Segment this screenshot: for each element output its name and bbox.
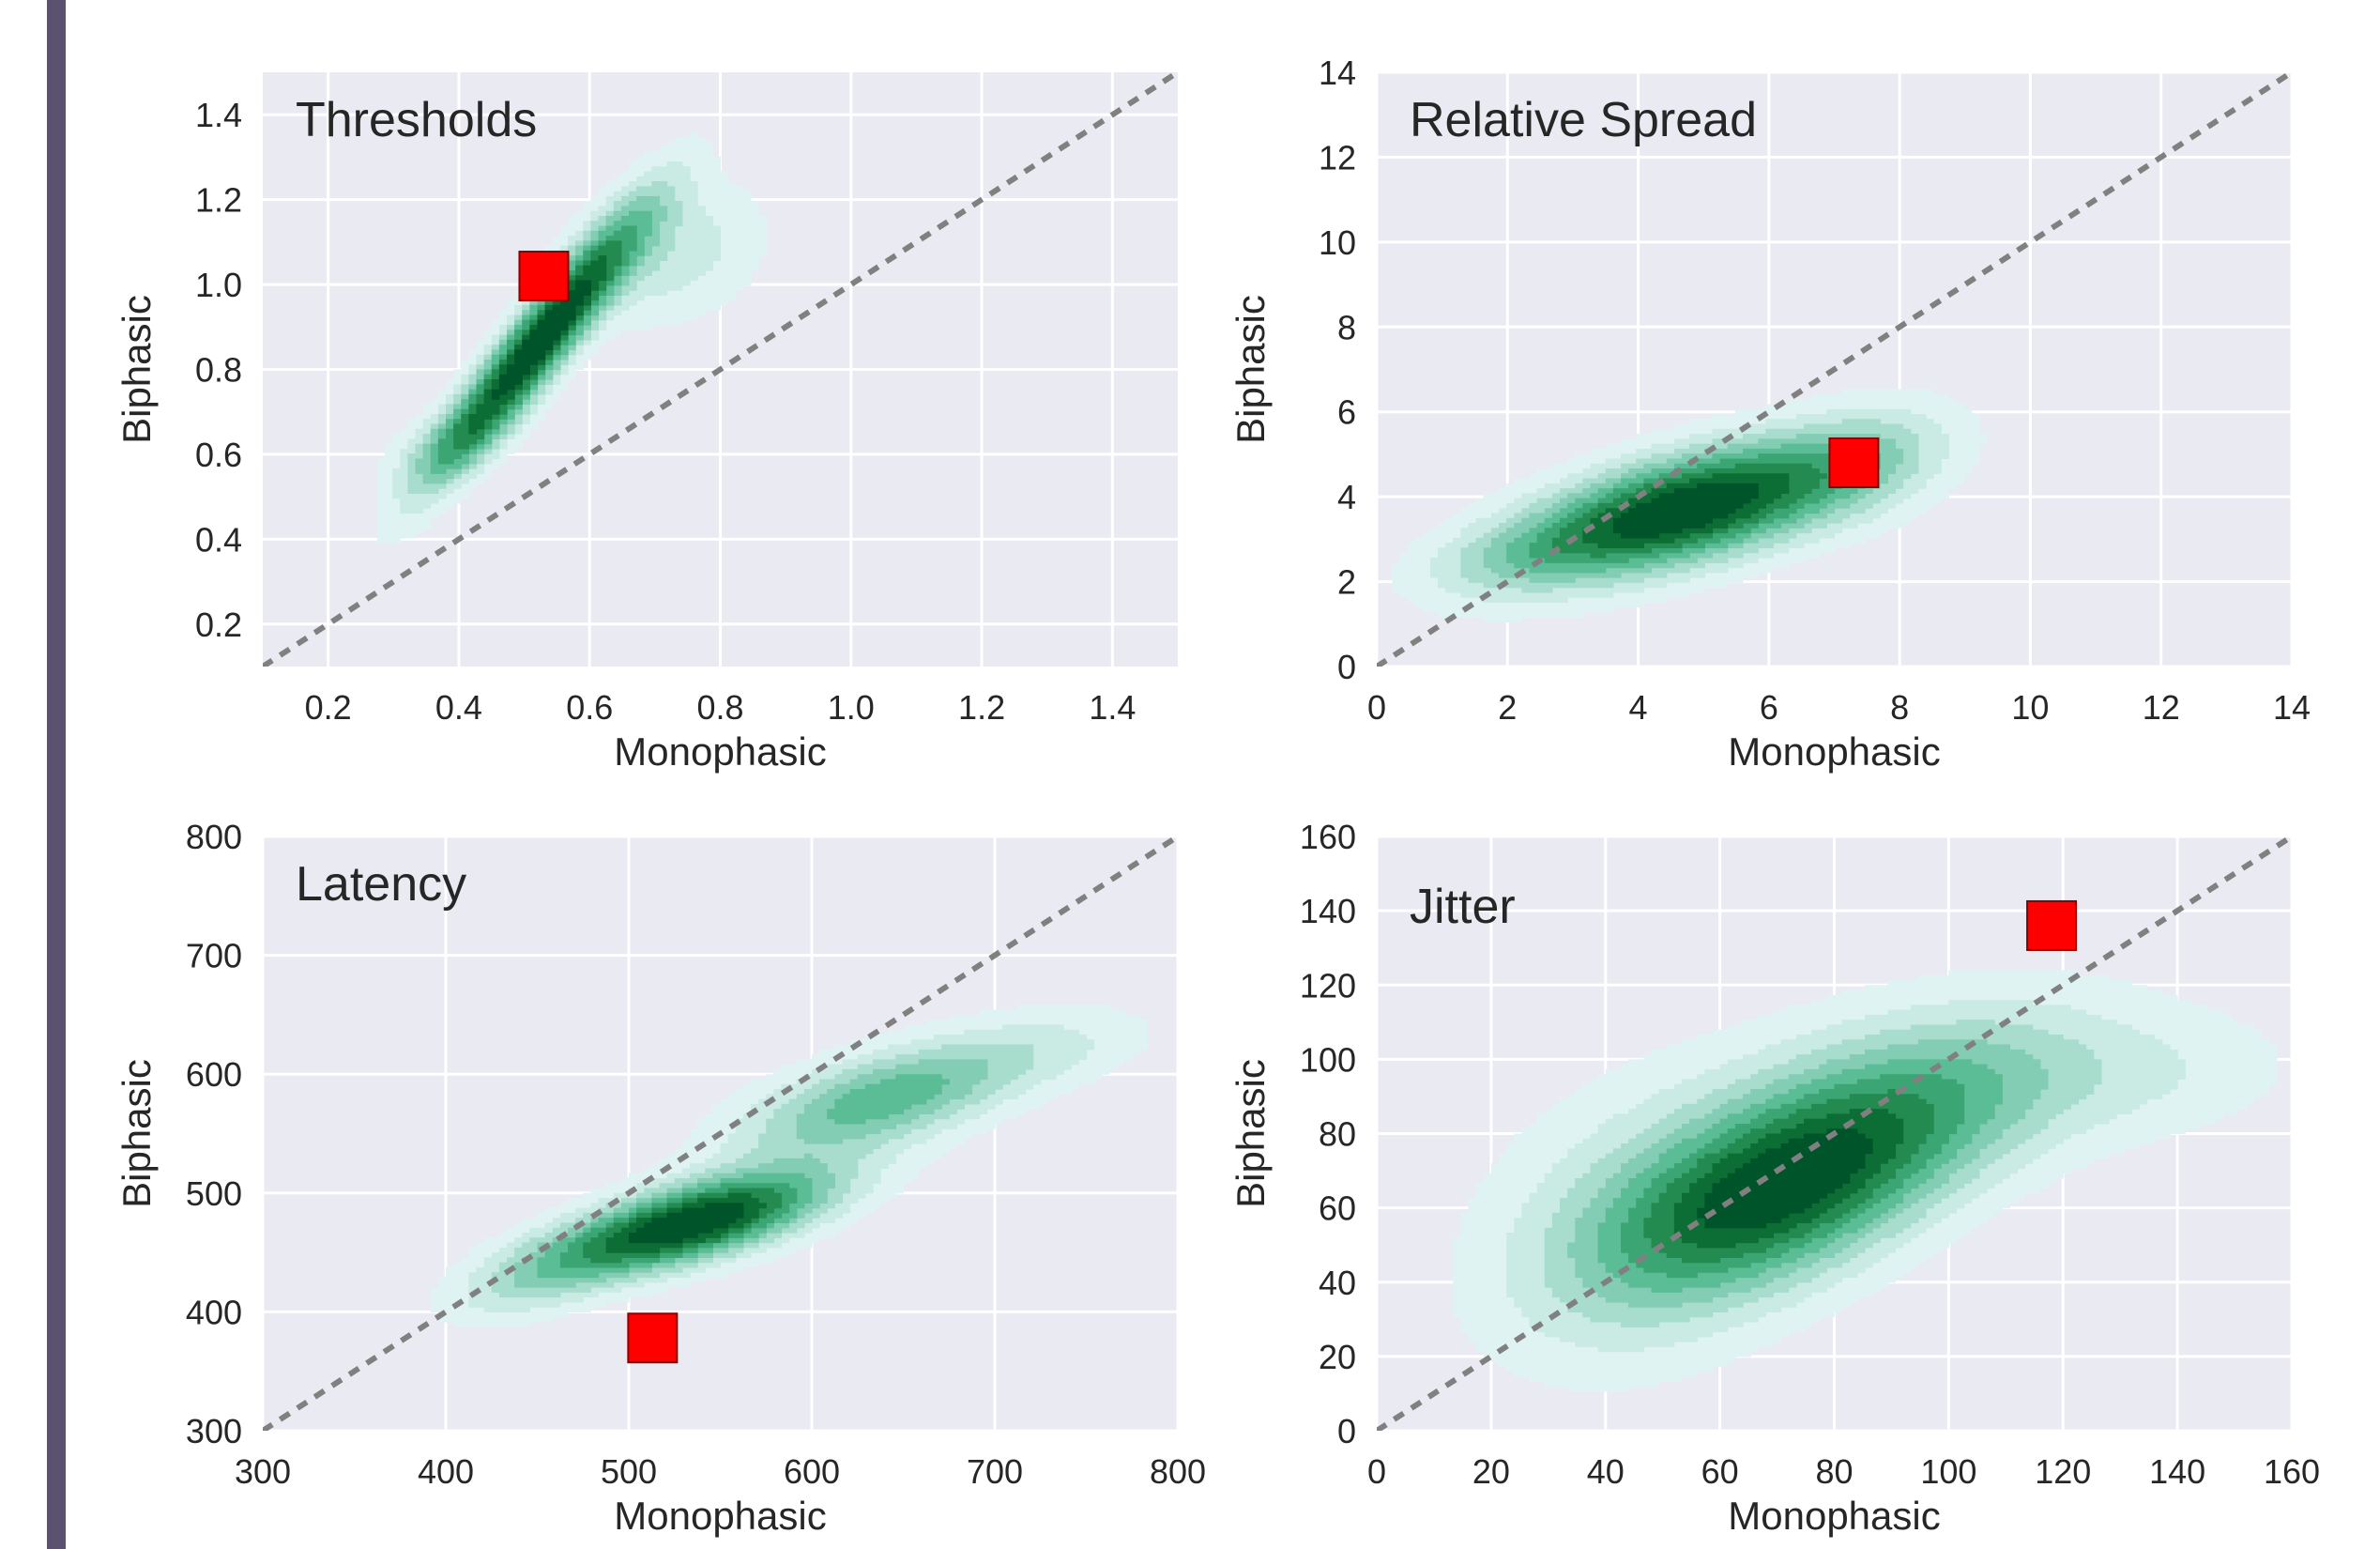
marker-square: [627, 1312, 679, 1364]
y-tick-label: 14: [1319, 54, 1356, 92]
x-tick-label: 1.0: [828, 688, 875, 727]
x-axis-label: Monophasic: [614, 729, 826, 774]
x-tick-label: 20: [1472, 1452, 1510, 1491]
y-tick-label: 500: [186, 1174, 242, 1213]
panel-title: Jitter: [1410, 880, 1516, 934]
y-tick-label: 120: [1300, 966, 1356, 1005]
x-tick-label: 14: [2273, 688, 2311, 727]
x-tick-label: 0: [1367, 688, 1386, 727]
x-tick-label: 0: [1367, 1452, 1386, 1491]
x-tick-label: 0.6: [566, 688, 613, 727]
identity-line: [1377, 72, 2292, 667]
y-tick-label: 0.8: [195, 351, 242, 390]
x-tick-label: 700: [967, 1452, 1023, 1491]
y-tick-label: 800: [186, 818, 242, 856]
panel-relative-spread: 0 2 4 6 8 10 12 14 0 2 4 6 8 10 12 14 Monophasic Biphasic…: [1228, 54, 2311, 774]
y-tick-label: 300: [186, 1412, 242, 1450]
x-tick-label: 0.4: [435, 688, 482, 727]
y-tick-label: 400: [186, 1293, 242, 1331]
identity-line: [263, 836, 1178, 1431]
x-axis-label: Monophasic: [614, 1494, 826, 1538]
identity-line: [263, 72, 1178, 667]
x-tick-label: 800: [1150, 1452, 1206, 1491]
x-tick-label: 80: [1815, 1452, 1853, 1491]
y-tick-label: 0.4: [195, 520, 242, 559]
density-contours: [1453, 970, 2278, 1392]
y-tick-label: 600: [186, 1055, 242, 1094]
x-tick-label: 300: [235, 1452, 291, 1491]
y-tick-label: 4: [1337, 478, 1356, 516]
x-tick-label: 1.2: [958, 688, 1005, 727]
marker-square: [1828, 437, 1880, 488]
x-tick-label: 40: [1587, 1452, 1625, 1491]
density-contours: [376, 131, 767, 544]
y-tick-label: 0.2: [195, 606, 242, 644]
x-tick-label: 4: [1629, 688, 1648, 727]
y-tick-label: 140: [1300, 892, 1356, 930]
y-axis-label: Biphasic: [1228, 1059, 1273, 1208]
left-accent-bar: [47, 0, 66, 1549]
marker-square: [518, 251, 570, 302]
y-tick-label: 100: [1300, 1040, 1356, 1079]
y-tick-label: 12: [1319, 138, 1356, 176]
y-tick-label: 20: [1319, 1338, 1356, 1376]
x-tick-label: 160: [2264, 1452, 2320, 1491]
y-tick-label: 160: [1300, 818, 1356, 856]
panel-title: Thresholds: [296, 93, 537, 147]
y-tick-label: 0.6: [195, 436, 242, 474]
density-level-9: [1612, 483, 1759, 539]
x-tick-label: 60: [1701, 1452, 1739, 1491]
panel-latency: 300 400 500 600 700 800 300 400 500 600 700 800 Mono…: [114, 818, 1206, 1538]
x-tick-label: 12: [2143, 688, 2180, 727]
y-tick-label: 40: [1319, 1264, 1356, 1302]
y-tick-label: 6: [1337, 393, 1356, 432]
y-tick-label: 2: [1337, 563, 1356, 602]
x-tick-label: 1.4: [1089, 688, 1136, 727]
x-tick-label: 140: [2149, 1452, 2205, 1491]
x-tick-label: 120: [2035, 1452, 2091, 1491]
x-axis-label: Monophasic: [1728, 729, 1940, 774]
y-tick-label: 0: [1337, 648, 1356, 686]
y-tick-label: 700: [186, 937, 242, 975]
identity-line: [1377, 836, 2292, 1431]
x-tick-label: 8: [1890, 688, 1909, 727]
y-axis-label: Biphasic: [114, 295, 159, 444]
density-contours: [430, 1005, 1149, 1327]
panel-thresholds: 0.2 0.4 0.6 0.8 1.0 1.2 1.4 0.2 0.4 0.6 0.8 1.0 1.2 1…: [114, 72, 1178, 774]
y-tick-label: 60: [1319, 1189, 1356, 1228]
y-axis-label: Biphasic: [114, 1059, 159, 1208]
y-tick-label: 1.4: [195, 96, 242, 134]
x-tick-label: 500: [601, 1452, 657, 1491]
panel-title: Relative Spread: [1410, 93, 1757, 147]
x-tick-label: 600: [784, 1452, 840, 1491]
density-level-9: [629, 1203, 744, 1244]
x-tick-label: 10: [2011, 688, 2049, 727]
y-tick-label: 10: [1319, 223, 1356, 262]
y-tick-label: 80: [1319, 1115, 1356, 1154]
marker-square: [2026, 899, 2078, 951]
x-axis-label: Monophasic: [1728, 1494, 1940, 1538]
x-tick-label: 2: [1498, 688, 1517, 727]
panel-title: Latency: [296, 857, 466, 912]
x-tick-label: 0.2: [305, 688, 352, 727]
y-tick-label: 8: [1337, 308, 1356, 346]
x-tick-label: 400: [418, 1452, 474, 1491]
density-level-9: [491, 280, 591, 400]
y-tick-label: 0: [1337, 1412, 1356, 1450]
x-tick-label: 0.8: [696, 688, 743, 727]
panel-jitter: 0 20 40 60 80 100 120 140 160 0 20 40 60 80 100 120 140 1…: [1228, 818, 2320, 1538]
y-axis-label: Biphasic: [1228, 295, 1273, 444]
x-tick-label: 6: [1760, 688, 1778, 727]
y-tick-label: 1.2: [195, 181, 242, 220]
density-level-9: [1697, 1128, 1873, 1229]
y-tick-label: 1.0: [195, 266, 242, 304]
x-tick-label: 100: [1920, 1452, 1976, 1491]
